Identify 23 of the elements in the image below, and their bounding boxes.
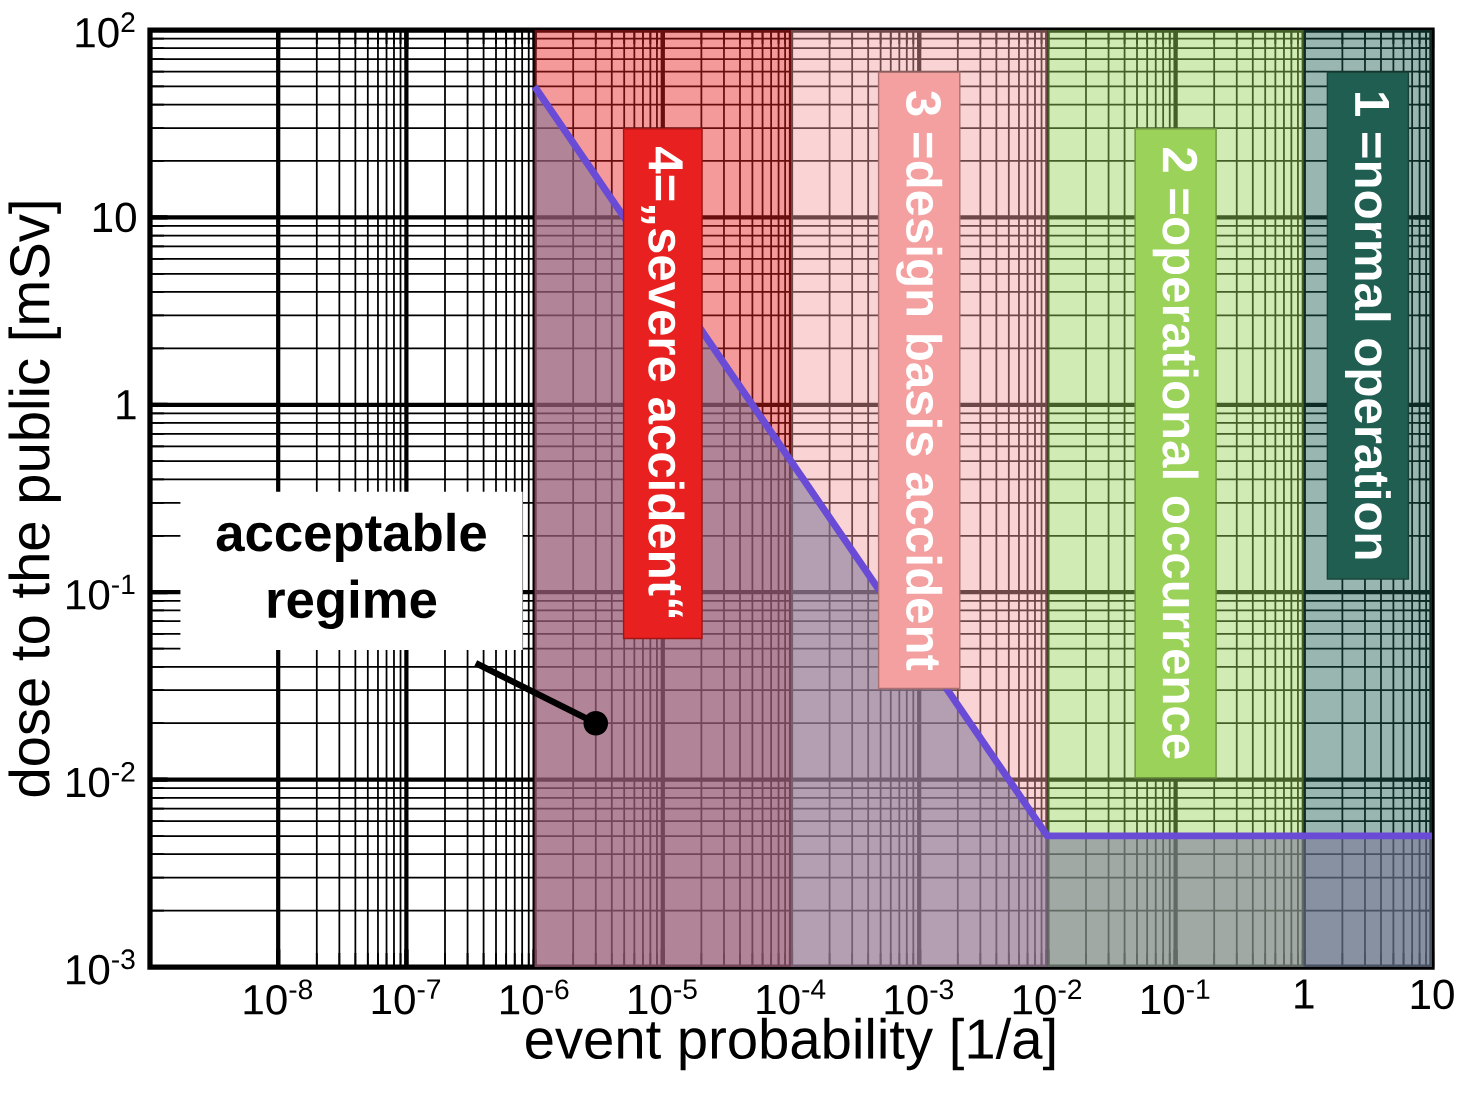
x-tick-label: 10	[1411, 979, 1454, 1010]
band-label: 2 =operational occurrence	[1152, 147, 1199, 759]
annotation: acceptable regime	[216, 512, 486, 629]
x-tick-label: 1	[1295, 979, 1314, 1009]
y-tick-label: 10$^{-3}$	[67, 949, 135, 985]
y-tick-label: 10$^{2}$	[76, 12, 135, 48]
y-tick-label: 10$^{-1}$	[67, 574, 135, 610]
x-tick-label: 10$^{-2}$	[1013, 979, 1082, 1015]
x-tick-label: 10$^{-8}$	[244, 979, 313, 1015]
x-axis-title: event probability [1/a]	[526, 1017, 1055, 1071]
band-label: 3 =design basis accident	[896, 90, 943, 671]
band-label: 4=„severe accident“	[641, 147, 685, 618]
x-tick-label: 10$^{-1}$	[1141, 979, 1210, 1015]
x-tick-label: 10$^{-3}$	[885, 979, 954, 1015]
x-tick-label: 10$^{-5}$	[629, 979, 697, 1015]
x-tick-label: 10$^{-7}$	[372, 979, 441, 1015]
y-tick-label: 10$^{-2}$	[67, 761, 135, 798]
y-tick-label: 10	[93, 202, 136, 233]
y-tick-label: 1	[117, 390, 136, 420]
band-label: 1 =normal operation	[1344, 92, 1391, 559]
y-axis-title: dose to the public [mSv]	[8, 202, 61, 797]
x-tick-label: 10$^{-4}$	[757, 979, 826, 1015]
x-tick-label: 10$^{-6}$	[500, 979, 569, 1015]
